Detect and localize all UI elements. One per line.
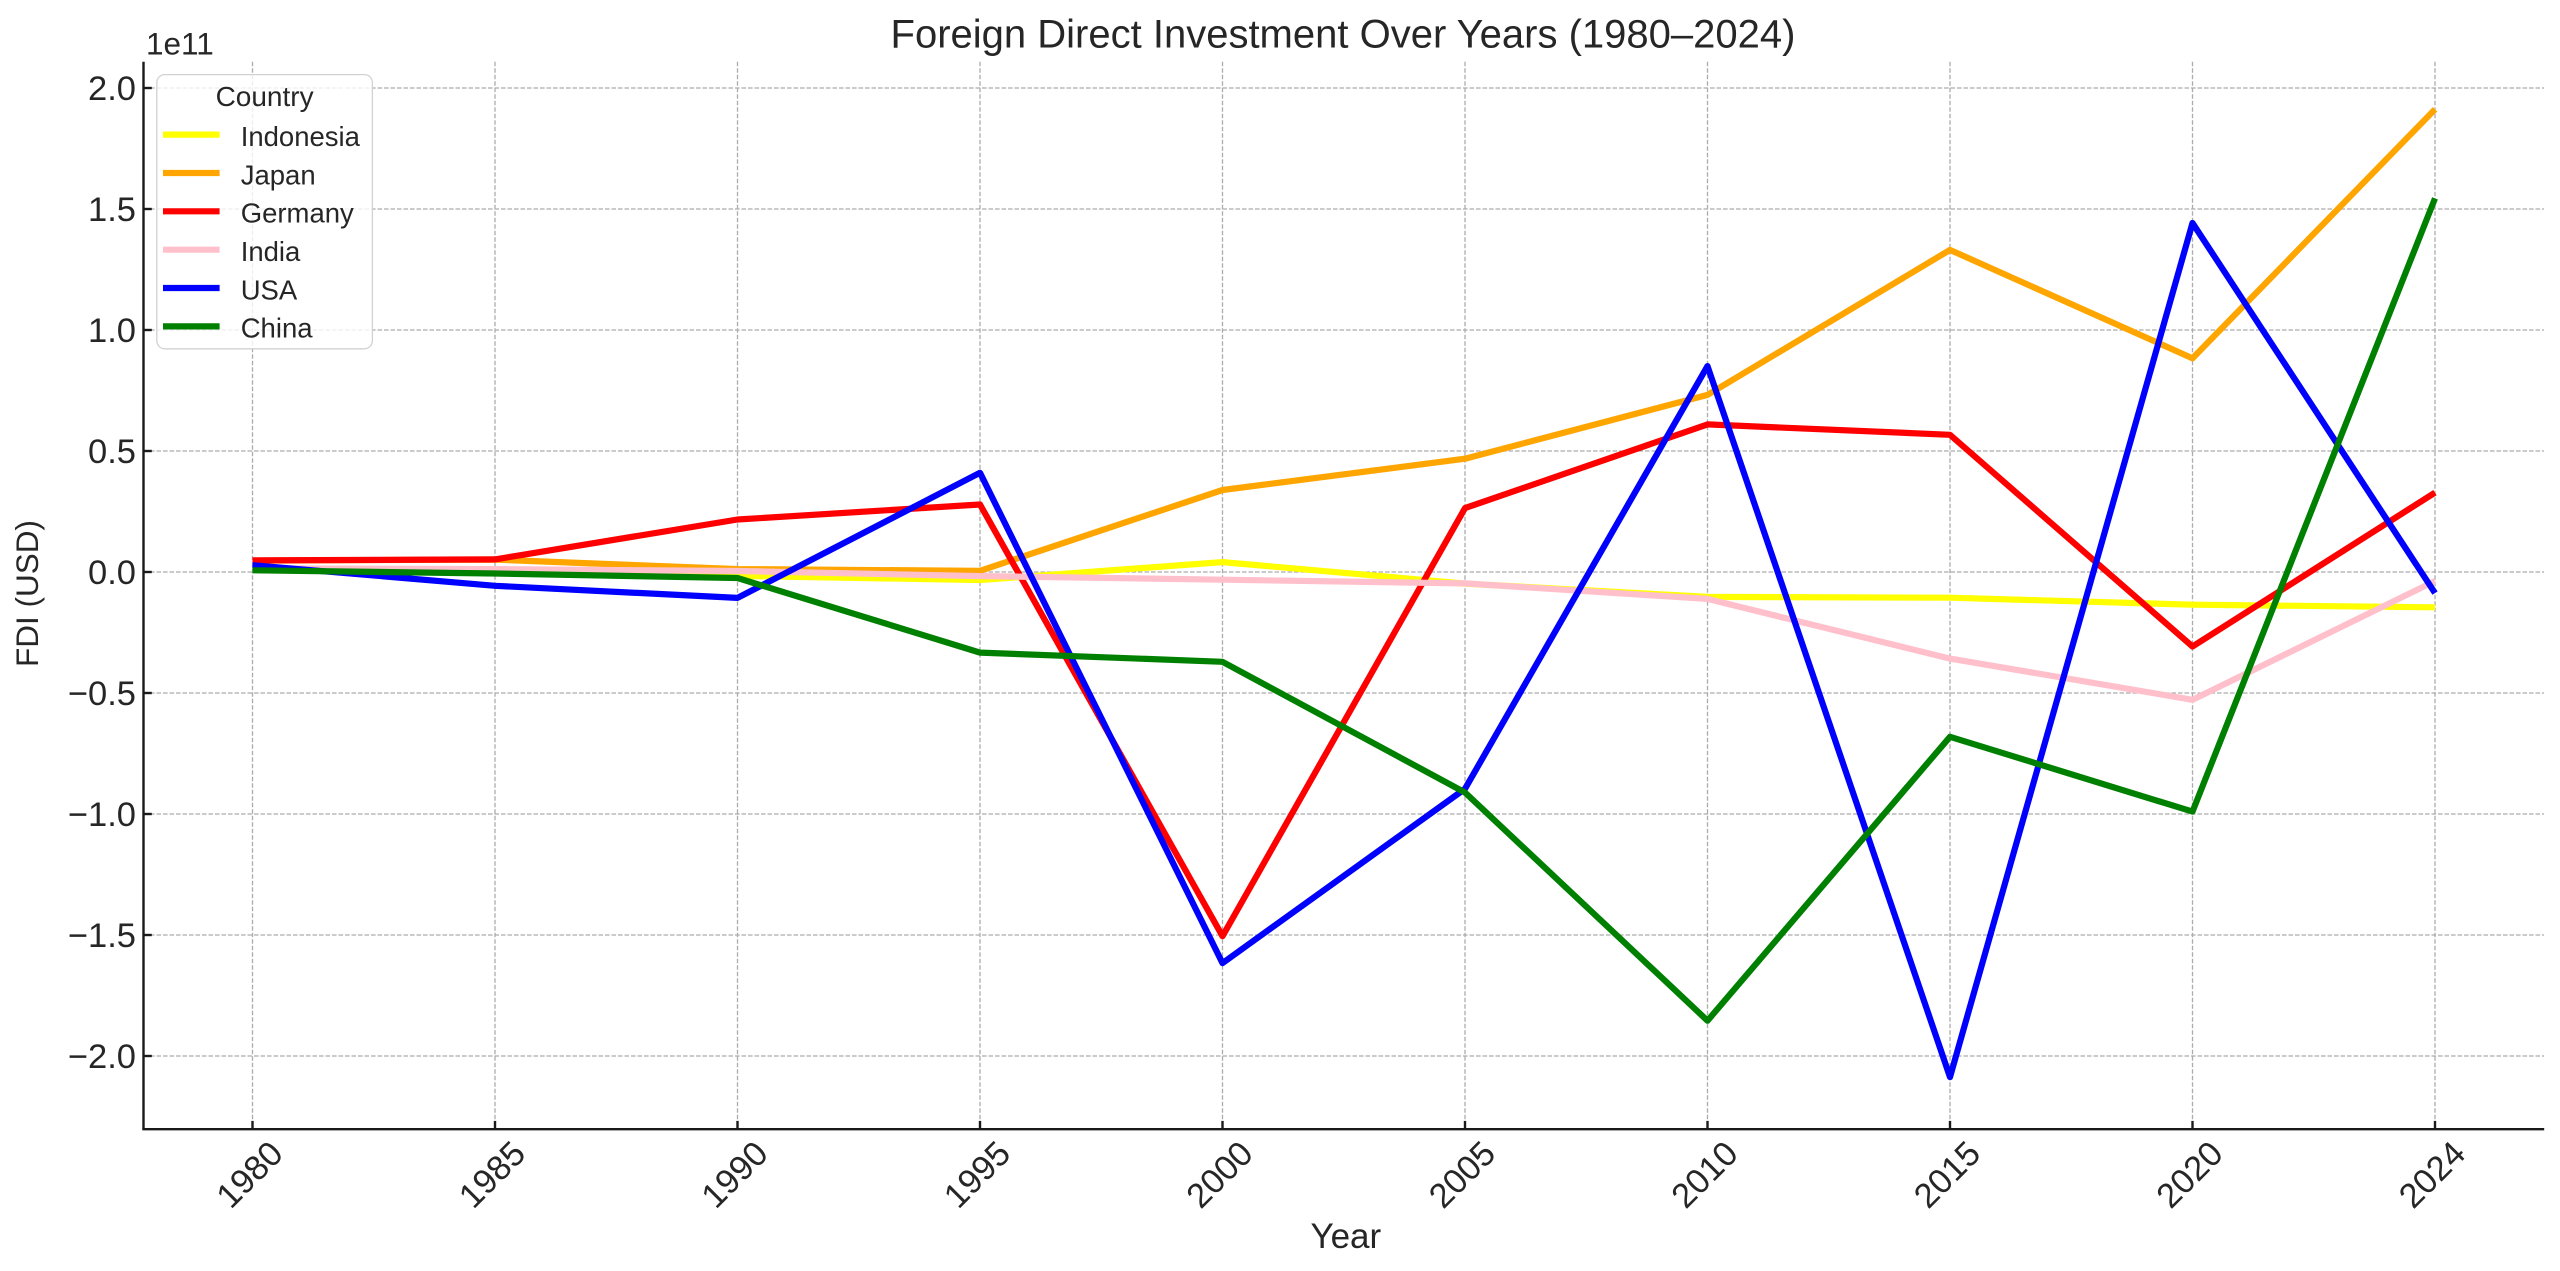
svg-text:China: China [241,313,314,344]
svg-text:1e11: 1e11 [146,26,214,62]
svg-text:Country: Country [216,81,314,112]
svg-text:0.0: 0.0 [88,554,136,592]
svg-text:−1.0: −1.0 [68,796,136,834]
svg-text:India: India [241,236,301,267]
svg-text:2.0: 2.0 [88,70,136,108]
svg-text:Germany: Germany [241,198,354,229]
svg-text:USA: USA [241,274,298,305]
svg-text:−0.5: −0.5 [68,675,136,713]
svg-text:Japan: Japan [241,159,316,190]
svg-text:Year: Year [1310,1217,1381,1256]
svg-text:1.0: 1.0 [88,312,136,350]
svg-text:0.5: 0.5 [88,433,136,471]
svg-text:Indonesia: Indonesia [241,121,361,152]
svg-text:−1.5: −1.5 [68,917,136,955]
svg-text:Foreign Direct Investment Over: Foreign Direct Investment Over Years (19… [891,12,1796,56]
svg-text:FDI (USD): FDI (USD) [9,520,45,667]
svg-text:−2.0: −2.0 [68,1038,136,1076]
svg-text:1.5: 1.5 [88,191,136,229]
